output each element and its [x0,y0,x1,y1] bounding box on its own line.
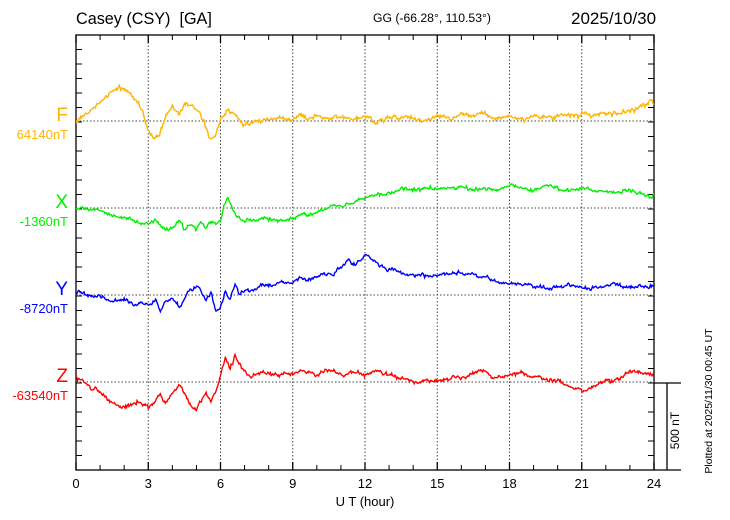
svg-text:64140nT: 64140nT [17,127,68,142]
svg-text:-63540nT: -63540nT [12,388,68,403]
svg-text:-8720nT: -8720nT [20,301,68,316]
svg-text:U T (hour): U T (hour) [336,494,395,509]
svg-text:X: X [55,192,68,213]
svg-text:12: 12 [358,476,372,491]
svg-text:0: 0 [72,476,79,491]
svg-text:24: 24 [647,476,661,491]
svg-text:F: F [56,105,68,126]
svg-text:3: 3 [145,476,152,491]
svg-text:2025/10/30: 2025/10/30 [571,9,656,28]
svg-text:Z: Z [56,366,68,387]
svg-text:15: 15 [430,476,444,491]
svg-text:Y: Y [55,279,68,300]
svg-text:Plotted at 2025/11/30 00:45 UT: Plotted at 2025/11/30 00:45 UT [703,328,715,474]
svg-text:Casey (CSY) [GA]: Casey (CSY) [GA] [76,10,212,28]
svg-text:-1360nT: -1360nT [20,214,68,229]
svg-text:GG (-66.28°, 110.53°): GG (-66.28°, 110.53°) [373,11,491,25]
svg-text:500 nT: 500 nT [668,411,682,449]
svg-text:6: 6 [217,476,224,491]
svg-text:21: 21 [575,476,589,491]
svg-text:18: 18 [502,476,516,491]
svg-text:9: 9 [289,476,296,491]
